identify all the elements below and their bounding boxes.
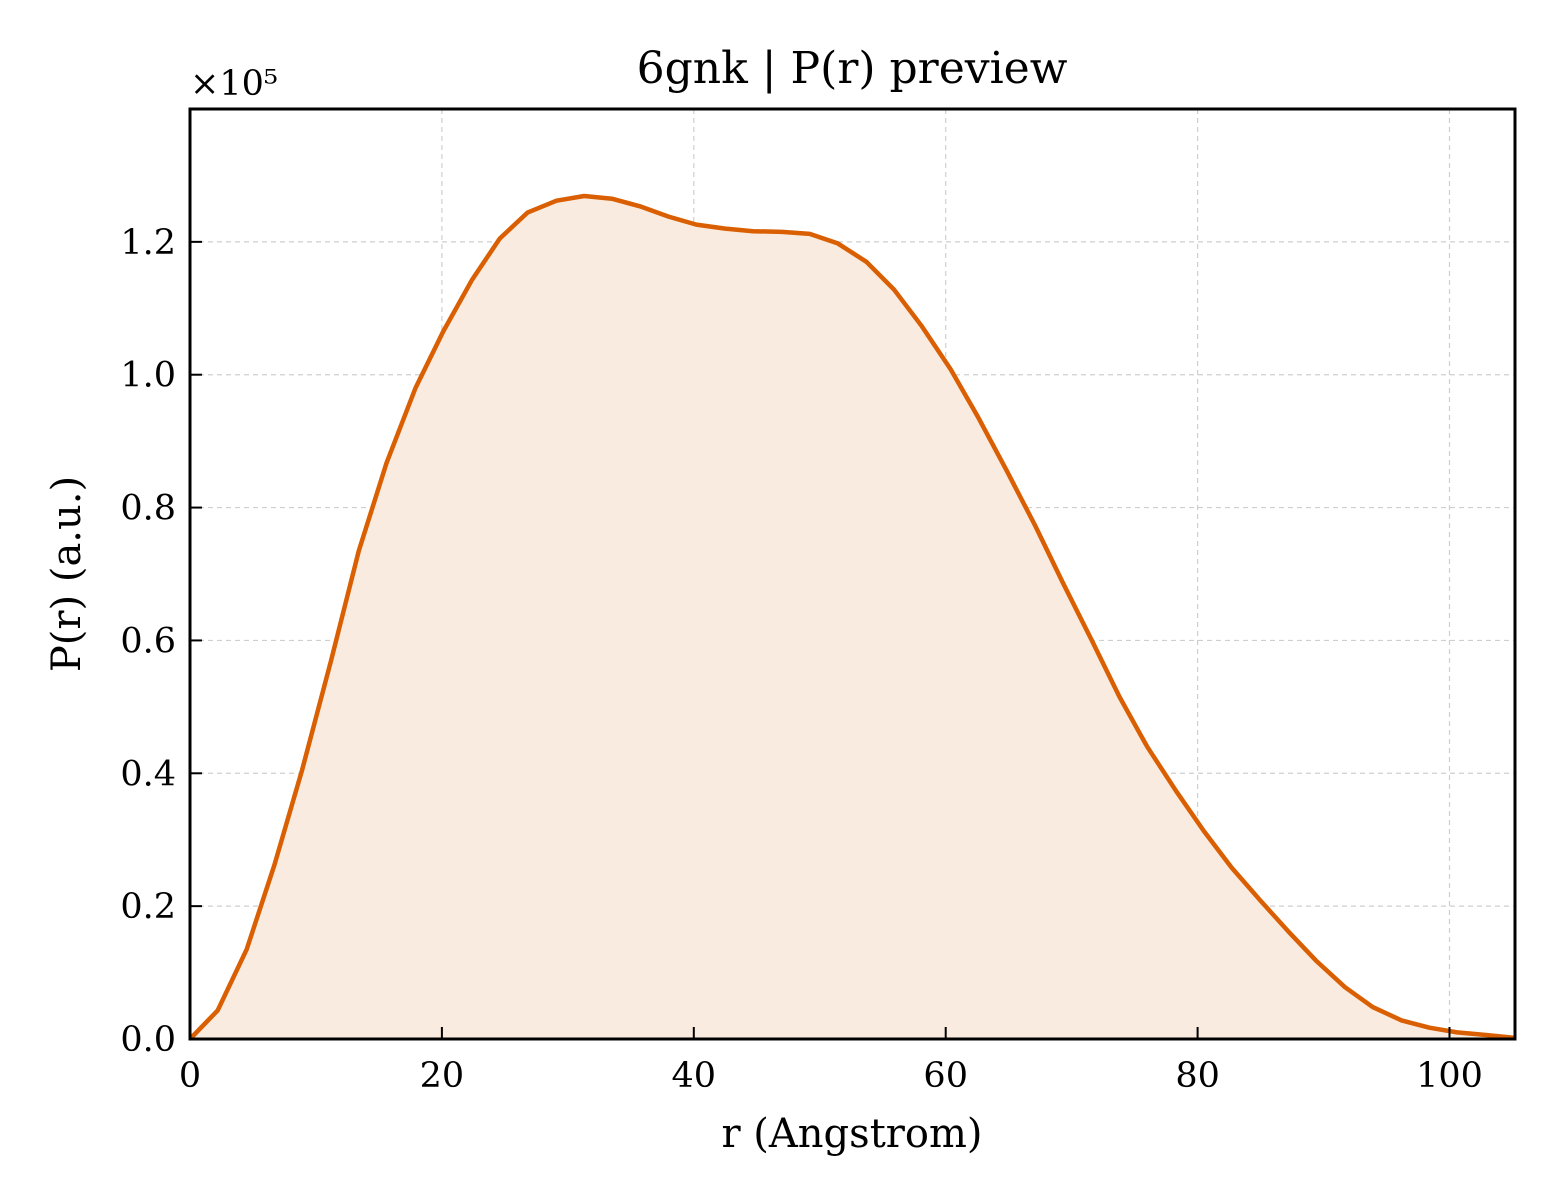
x-tick-label: 0 — [179, 1056, 201, 1096]
ticks: 0 20 40 60 80 100 0.0 0.2 0.4 0.6 0.8 1.0 1.2 — [120, 223, 1483, 1096]
chart-title: 6gnk | P(r) preview — [637, 43, 1068, 94]
y-tick-label: 0.6 — [120, 621, 176, 661]
x-tick-label: 40 — [672, 1056, 717, 1096]
pr-series-line — [188, 193, 1514, 1041]
y-axis-label: P(r) (a.u.) — [44, 476, 90, 672]
x-tick-label: 80 — [1175, 1056, 1220, 1096]
pr-area-fill — [190, 196, 1514, 1039]
y-axis-offset-label: ×10⁵ — [190, 64, 278, 104]
x-tick-label: 100 — [1416, 1056, 1483, 1096]
y-tick-label: 0.8 — [120, 489, 176, 529]
y-tick-label: 0.2 — [120, 887, 176, 927]
y-tick-label: 0.0 — [120, 1020, 176, 1060]
y-tick-label: 0.4 — [120, 754, 176, 794]
plot-frame — [188, 107, 1517, 1041]
x-axis-label: r (Angstrom) — [721, 1111, 982, 1157]
y-tick-label: 1.2 — [120, 223, 176, 263]
y-tick-label: 1.0 — [120, 356, 176, 396]
x-tick-label: 20 — [420, 1056, 465, 1096]
x-tick-label: 60 — [923, 1056, 968, 1096]
